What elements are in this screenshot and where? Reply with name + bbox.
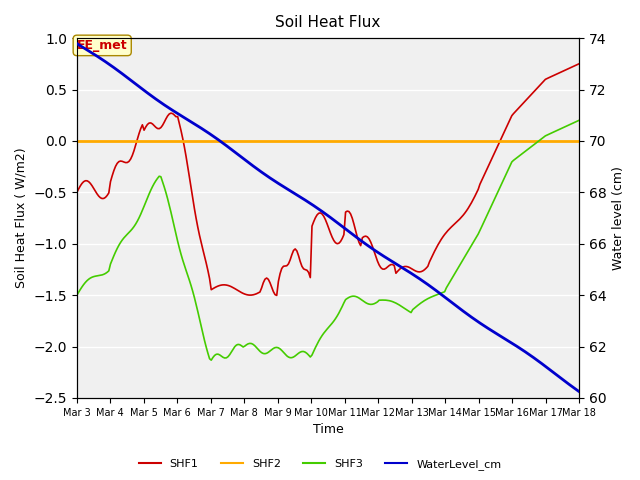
Legend: SHF1, SHF2, SHF3, WaterLevel_cm: SHF1, SHF2, SHF3, WaterLevel_cm [134, 455, 506, 474]
X-axis label: Time: Time [312, 423, 343, 436]
Y-axis label: Water level (cm): Water level (cm) [612, 166, 625, 270]
Y-axis label: Soil Heat Flux ( W/m2): Soil Heat Flux ( W/m2) [15, 148, 28, 288]
Title: Soil Heat Flux: Soil Heat Flux [275, 15, 381, 30]
Text: EE_met: EE_met [77, 39, 127, 52]
